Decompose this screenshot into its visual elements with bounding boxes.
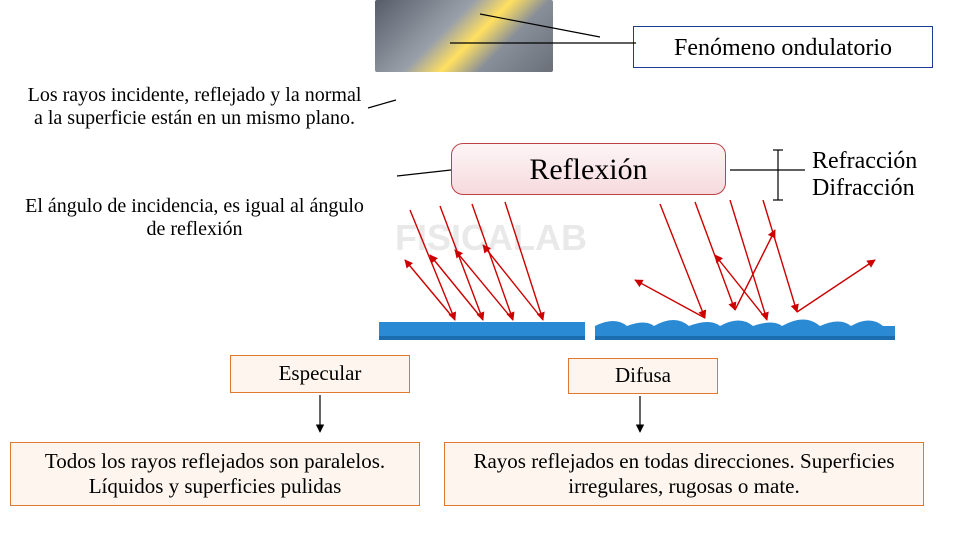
reflection-diagram: FISICALAB xyxy=(375,200,905,345)
svg-text:FISICALAB: FISICALAB xyxy=(395,217,587,258)
